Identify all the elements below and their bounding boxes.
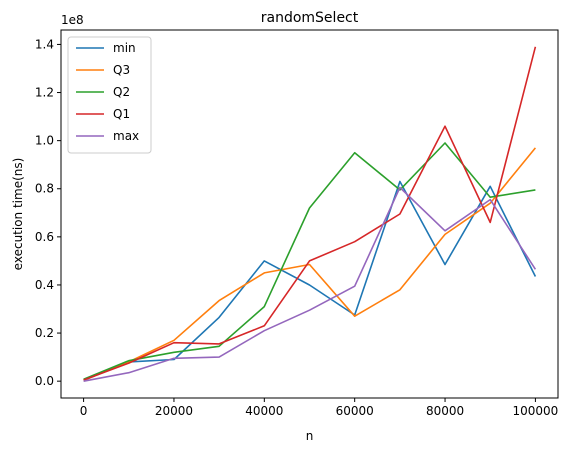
y-tick-label: 1.0 — [35, 134, 54, 148]
x-axis-label: n — [306, 429, 314, 443]
x-tick-label: 0 — [80, 404, 88, 418]
y-tick-label: 0.8 — [35, 182, 54, 196]
x-tick-label: 80000 — [426, 404, 464, 418]
y-tick-label: 1.2 — [35, 86, 54, 100]
x-tick-label: 100000 — [513, 404, 559, 418]
legend-label: Q3 — [113, 63, 130, 77]
y-axis-label: execution time(ns) — [11, 158, 25, 271]
x-tick-label: 40000 — [245, 404, 283, 418]
y-axis-ticks: 0.0 0.2 0.4 0.6 0.8 1.0 1.2 1.4 — [35, 37, 61, 388]
y-tick-label: 0.0 — [35, 374, 54, 388]
series-line-q3 — [83, 147, 537, 382]
plot-frame — [60, 29, 559, 399]
legend: min Q3 Q2 Q1 max — [67, 36, 152, 154]
y-tick-label: 0.4 — [35, 278, 54, 292]
legend-label: max — [113, 129, 139, 143]
legend-label: Q1 — [113, 107, 130, 121]
series-line-min — [83, 180, 537, 382]
legend-box — [67, 36, 152, 154]
legend-label: min — [113, 41, 136, 55]
y-tick-label: 0.6 — [35, 230, 54, 244]
series-lines — [83, 46, 537, 382]
y-tick-label: 0.2 — [35, 326, 54, 340]
x-tick-label: 60000 — [336, 404, 374, 418]
y-scale-label: 1e8 — [61, 13, 84, 27]
x-tick-label: 20000 — [155, 404, 193, 418]
y-tick-label: 1.4 — [35, 37, 54, 51]
x-axis-ticks: 0 20000 40000 60000 80000 100000 — [80, 398, 559, 418]
series-line-max — [83, 186, 537, 382]
series-line-q2 — [83, 142, 536, 380]
series-line-q1 — [83, 46, 537, 381]
legend-label: Q2 — [113, 85, 130, 99]
chart-title: randomSelect — [261, 10, 359, 26]
